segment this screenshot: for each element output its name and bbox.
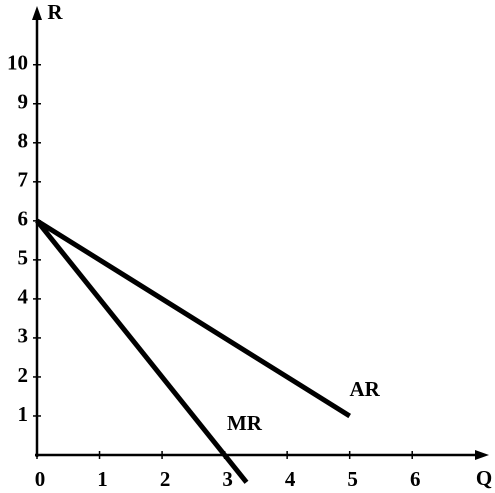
x-tick-label: 2 — [160, 467, 171, 491]
y-tick-label: 7 — [18, 168, 29, 192]
y-tick-label: 5 — [18, 246, 29, 270]
series-line — [35, 219, 249, 484]
series-label: MR — [227, 411, 263, 435]
x-tick-label: 1 — [97, 467, 108, 491]
series-label: AR — [350, 377, 381, 401]
y-tick-label: 8 — [18, 129, 29, 153]
x-tick-label: 4 — [285, 467, 296, 491]
series-line — [35, 218, 351, 419]
y-tick-label: 9 — [18, 90, 29, 114]
x-axis-arrow — [475, 450, 489, 460]
y-axis-arrow — [32, 6, 42, 20]
x-tick-label: 6 — [410, 467, 421, 491]
y-tick-label: 6 — [18, 207, 29, 231]
y-tick-label: 1 — [18, 402, 29, 426]
y-tick-label: 10 — [7, 51, 28, 75]
x-tick-label: 5 — [347, 467, 358, 491]
y-tick-label: 3 — [18, 324, 29, 348]
y-tick-label: 4 — [18, 285, 29, 309]
x-axis-label: Q — [476, 466, 492, 490]
x-tick-label: 0 — [35, 467, 46, 491]
x-tick-label: 3 — [222, 467, 233, 491]
y-axis-label: R — [47, 0, 63, 24]
y-tick-label: 2 — [18, 363, 29, 387]
